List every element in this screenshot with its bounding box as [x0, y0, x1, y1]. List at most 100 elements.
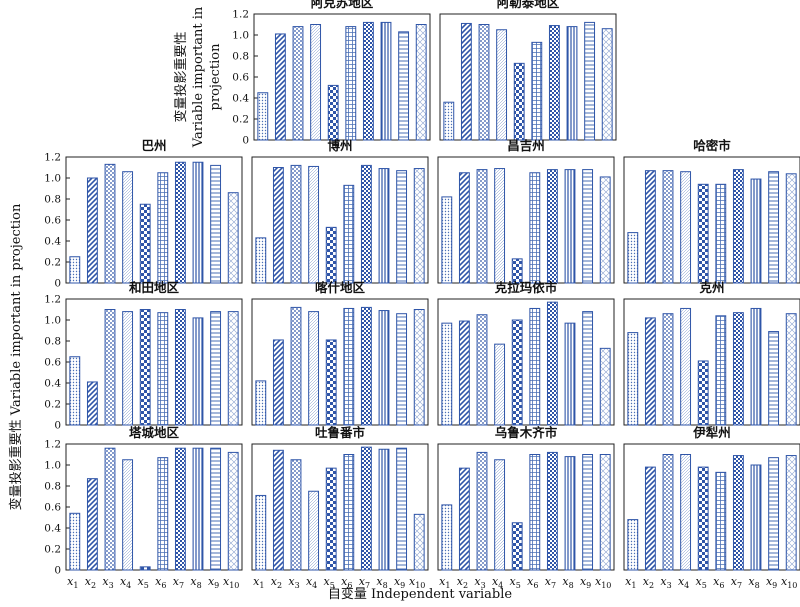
bar-x9	[582, 454, 594, 571]
bar-x4	[308, 490, 320, 571]
y-tick-label: 0.6	[232, 72, 249, 84]
bar-x5	[325, 467, 337, 571]
panel-frame	[623, 298, 800, 426]
y-tick-label: 1.0	[44, 460, 61, 472]
x-tick-label: x7	[545, 575, 556, 590]
bar-x4	[122, 311, 134, 426]
bar-x10	[415, 24, 427, 141]
bar-x7	[362, 21, 374, 141]
bar-x3	[104, 447, 116, 571]
panel-title: 阿克苏地区	[311, 0, 374, 10]
bar-x7	[546, 301, 558, 426]
bar-x2	[86, 478, 98, 571]
bar-x10	[599, 347, 611, 426]
bar-x8	[750, 307, 762, 426]
y-axis-title-top: 变量投影重要性 Variable important in projection	[173, 6, 223, 148]
panel: 哈密市	[623, 138, 800, 284]
x-tick-label: x3	[102, 575, 113, 590]
panel-title: 伊犁州	[692, 425, 731, 440]
x-tick-label: x4	[678, 575, 689, 590]
bar-x10	[785, 455, 797, 571]
bar-x2	[274, 33, 286, 141]
bar-x6	[343, 307, 355, 426]
bar-x7	[360, 306, 372, 426]
bar-x8	[750, 178, 762, 284]
y-tick-label: 0	[54, 278, 61, 290]
panel-frame	[439, 13, 617, 141]
bar-x10	[413, 513, 425, 571]
bar-x9	[210, 311, 222, 426]
bar-x7	[732, 312, 744, 426]
bar-x9	[768, 457, 780, 571]
bar-x3	[104, 163, 116, 284]
y-tick-label: 0.6	[44, 357, 61, 369]
bar-x5	[697, 466, 709, 571]
y-axis-title-cn: 变量投影重要性	[173, 31, 189, 122]
bar-x8	[566, 26, 578, 141]
bar-x6	[529, 172, 541, 284]
panel-frame	[251, 443, 429, 571]
bar-x9	[398, 31, 410, 141]
panel: 克州	[623, 280, 800, 426]
bar-x6	[529, 307, 541, 426]
y-tick-label: 0	[54, 420, 61, 432]
x-tick-label: x6	[155, 575, 166, 590]
panel: 博州	[251, 138, 429, 284]
bar-x3	[292, 26, 304, 141]
y-tick-label: 0.2	[44, 544, 61, 556]
bar-x9	[582, 311, 594, 426]
bar-x9	[768, 331, 780, 426]
bar-x5	[139, 566, 151, 571]
bar-x3	[290, 459, 302, 571]
bar-x7	[732, 455, 744, 571]
bar-x10	[601, 28, 613, 141]
bar-x5	[139, 203, 151, 284]
bar-x4	[308, 311, 320, 426]
bar-x3	[104, 309, 116, 426]
panel-title: 乌鲁木齐市	[495, 425, 558, 440]
bar-x6	[157, 457, 169, 571]
x-tick-label: x5	[696, 575, 707, 590]
bar-x10	[227, 311, 239, 426]
bar-x5	[697, 183, 709, 284]
y-tick-label: 0.6	[44, 215, 61, 227]
bar-x9	[584, 21, 596, 141]
bar-x9	[396, 313, 408, 426]
bar-x1	[441, 504, 453, 571]
x-tick-label: x5	[510, 575, 521, 590]
bar-x8	[750, 464, 762, 571]
bar-x2	[460, 22, 472, 141]
bar-x6	[531, 41, 543, 141]
y-tick-label: 1.2	[232, 9, 249, 21]
x-tick-label: x3	[288, 575, 299, 590]
bar-x7	[548, 25, 560, 141]
bar-x5	[513, 62, 525, 141]
bar-x5	[511, 522, 523, 571]
y-tick-label: 1.0	[232, 30, 249, 42]
bar-x5	[697, 360, 709, 426]
bar-x10	[785, 173, 797, 284]
bar-x4	[680, 171, 692, 284]
panel-frame	[623, 443, 800, 571]
bar-x6	[529, 454, 541, 571]
panel-frame	[437, 156, 615, 284]
bar-x2	[458, 467, 470, 571]
bar-x2	[86, 177, 98, 284]
bar-x2	[644, 170, 656, 284]
panel-frame	[251, 298, 429, 426]
x-tick-label: x3	[660, 575, 671, 590]
panel: 克拉玛依市	[437, 280, 615, 426]
x-tick-label: x10	[781, 575, 797, 590]
bar-x2	[644, 466, 656, 571]
bar-x1	[255, 494, 267, 571]
x-tick-label: x2	[85, 575, 96, 590]
bar-x6	[345, 26, 357, 141]
x-tick-label: x4	[120, 575, 131, 590]
x-tick-label: x1	[625, 575, 636, 590]
y-tick-label: 0.2	[44, 399, 61, 411]
bar-x4	[680, 454, 692, 571]
y-tick-label: 1.0	[44, 315, 61, 327]
y-tick-label: 1.2	[44, 294, 61, 306]
bar-x9	[582, 169, 594, 284]
